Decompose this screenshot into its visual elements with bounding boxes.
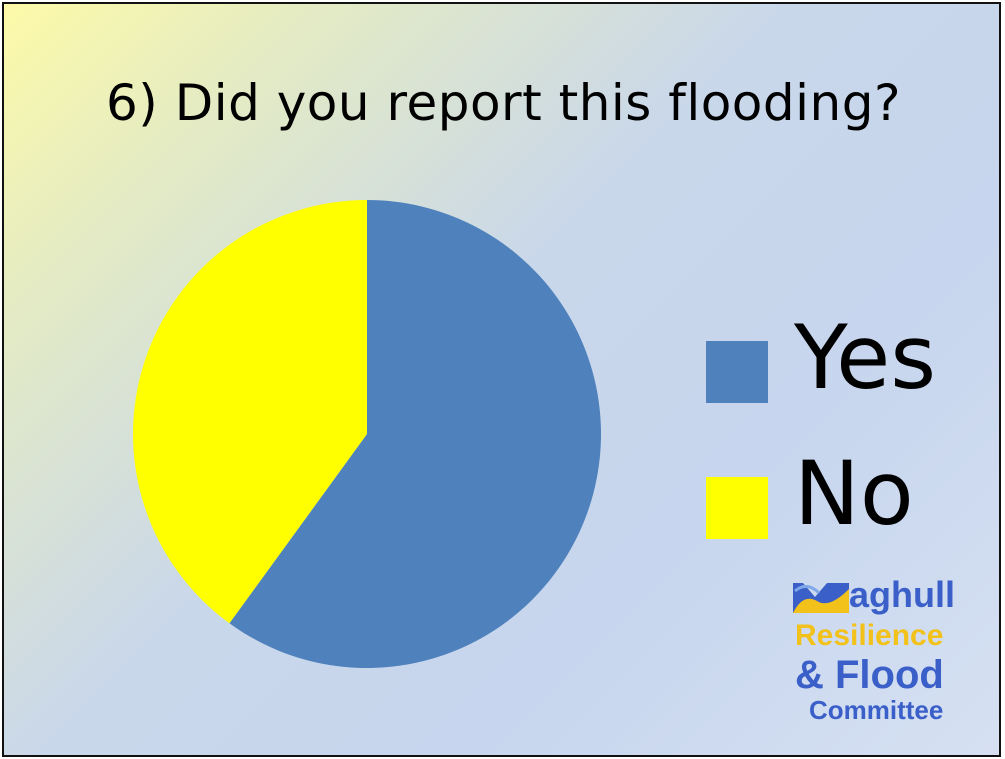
logo-word-flood: & Flood	[795, 653, 944, 697]
maghull-m-wave-icon	[793, 583, 849, 613]
legend-swatch-no	[706, 477, 768, 539]
legend-label-yes: Yes	[794, 306, 937, 409]
pie-slice-yes	[229, 200, 601, 668]
legend-label-no: No	[794, 442, 914, 545]
legend-swatch-yes	[706, 341, 768, 403]
chart-title: 6) Did you report this flooding?	[105, 74, 901, 132]
maghull-committee-logo: aghull Resilience & Flood Committee	[787, 577, 997, 755]
legend-item-no: No	[706, 450, 999, 560]
logo-line-1: aghull	[787, 577, 997, 617]
pie-chart	[132, 200, 601, 668]
logo-word-aghull: aghull	[849, 574, 955, 615]
logo-word-committee: Committee	[809, 695, 944, 725]
pie-slice-no	[132, 200, 367, 624]
logo-word-resilience: Resilience	[795, 619, 944, 652]
legend-item-yes: Yes	[706, 314, 999, 424]
